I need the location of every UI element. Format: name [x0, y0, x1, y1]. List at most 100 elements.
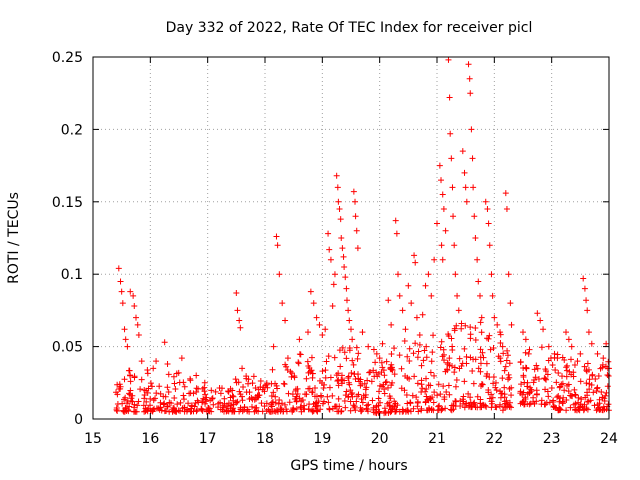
data-point: [382, 379, 389, 386]
data-point: [448, 407, 455, 414]
data-point: [440, 383, 447, 390]
data-point: [203, 398, 210, 405]
data-point: [517, 358, 524, 365]
data-point: [348, 370, 355, 377]
data-point: [308, 354, 315, 361]
data-point: [388, 364, 395, 371]
data-point: [274, 385, 281, 392]
data-point: [447, 130, 454, 137]
data-point: [440, 351, 447, 358]
data-point: [603, 340, 610, 347]
data-point: [327, 256, 334, 263]
data-point: [127, 387, 134, 394]
data-point: [537, 317, 544, 324]
data-point: [357, 382, 364, 389]
data-point: [205, 407, 212, 414]
data-point: [124, 343, 131, 350]
data-point: [243, 375, 250, 382]
data-point: [423, 343, 430, 350]
data-point: [585, 329, 592, 336]
data-point: [604, 383, 611, 390]
data-point: [439, 191, 446, 198]
x-tick-label: 16: [141, 431, 159, 447]
data-point: [160, 400, 167, 407]
data-point: [450, 213, 457, 220]
data-point: [468, 126, 475, 133]
data-point: [469, 368, 476, 375]
data-point: [365, 401, 372, 408]
data-point: [555, 369, 562, 376]
data-point: [503, 357, 510, 364]
data-point: [470, 380, 477, 387]
data-point: [345, 307, 352, 314]
data-point: [223, 403, 230, 410]
x-tick-label: 15: [84, 431, 102, 447]
data-point: [568, 343, 575, 350]
data-point: [419, 385, 426, 392]
data-point: [335, 382, 342, 389]
data-point: [322, 374, 329, 381]
data-point: [388, 361, 395, 368]
data-point: [296, 395, 303, 402]
data-point: [171, 395, 178, 401]
data-point: [305, 385, 312, 392]
data-point: [353, 393, 360, 400]
data-point: [501, 398, 508, 405]
data-point: [336, 347, 343, 354]
data-point: [181, 396, 188, 403]
data-point: [277, 408, 284, 415]
data-point: [156, 406, 163, 413]
data-point: [436, 402, 443, 409]
data-point: [530, 394, 537, 401]
x-tick-label: 23: [543, 431, 561, 447]
data-point: [577, 350, 584, 357]
data-point: [199, 399, 206, 406]
data-point: [120, 407, 127, 414]
data-point: [370, 404, 377, 411]
data-point: [243, 389, 250, 396]
data-point: [458, 325, 465, 332]
data-point: [319, 368, 326, 375]
data-point: [553, 379, 560, 386]
data-point: [234, 398, 241, 405]
data-point: [438, 338, 445, 345]
data-point: [589, 371, 596, 378]
data-point: [563, 373, 570, 380]
data-point: [451, 242, 458, 249]
data-point: [376, 410, 383, 417]
x-tick-label: 20: [371, 431, 389, 447]
data-point: [565, 381, 572, 388]
data-point: [115, 265, 122, 272]
data-point: [571, 362, 578, 369]
data-point: [114, 391, 121, 398]
data-point: [334, 184, 341, 191]
data-point: [345, 379, 352, 386]
data-point: [341, 263, 348, 270]
data-point: [358, 395, 365, 402]
data-point: [335, 395, 342, 402]
data-point: [379, 340, 386, 347]
data-point: [252, 393, 259, 400]
data-point: [593, 385, 600, 392]
data-point: [117, 278, 124, 285]
data-point: [319, 332, 326, 339]
data-point: [313, 314, 320, 321]
x-tick-label: 21: [428, 431, 446, 447]
data-point: [484, 206, 491, 213]
data-point: [202, 400, 209, 407]
data-point: [401, 337, 408, 344]
data-point: [140, 402, 147, 409]
data-point: [141, 391, 148, 398]
data-point: [326, 405, 333, 412]
data-point: [281, 401, 288, 408]
data-point: [351, 371, 358, 378]
data-point: [156, 383, 163, 390]
data-point: [294, 385, 301, 392]
data-point: [557, 395, 564, 402]
data-point: [177, 399, 184, 406]
data-point: [543, 376, 550, 383]
data-point: [598, 388, 605, 395]
data-point: [326, 384, 333, 391]
data-point: [268, 408, 275, 415]
data-point: [341, 349, 348, 356]
